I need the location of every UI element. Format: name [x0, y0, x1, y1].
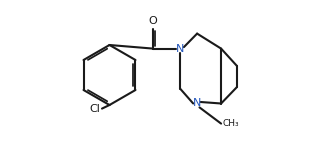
Text: O: O	[149, 15, 157, 26]
Text: CH₃: CH₃	[223, 119, 239, 128]
Text: N: N	[176, 44, 184, 54]
Text: Cl: Cl	[89, 104, 100, 114]
Text: N: N	[193, 99, 201, 108]
